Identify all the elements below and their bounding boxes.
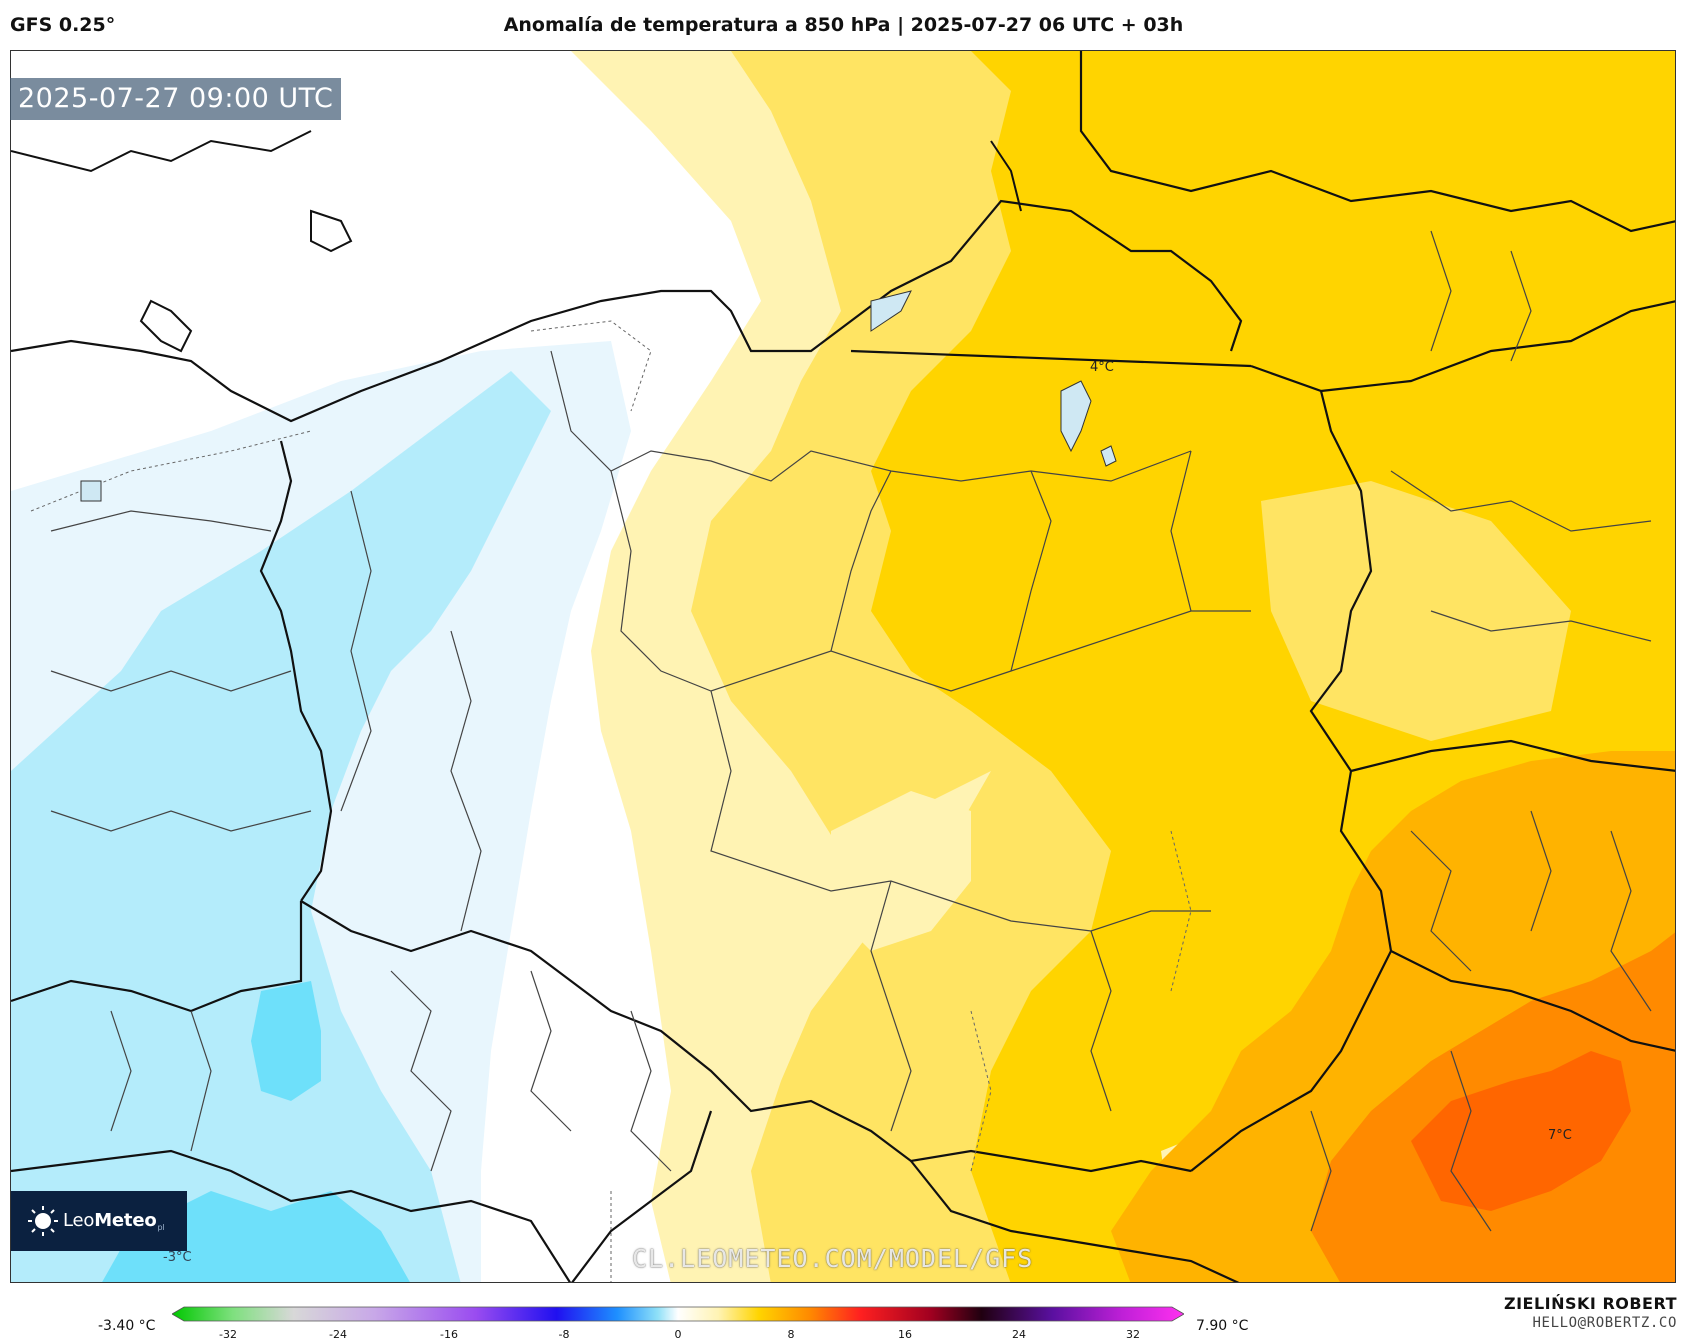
tick-label: -8 <box>558 1328 570 1341</box>
border-pl-de <box>259 440 333 902</box>
legend-min-label: -3.40 °C <box>98 1318 156 1334</box>
border-cz-sk <box>571 1110 713 1282</box>
author-name: ZIELIŃSKI ROBERT <box>1503 1294 1677 1313</box>
warm-pale-patch <box>831 791 971 951</box>
legend-max-label: 7.90 °C <box>1196 1318 1249 1334</box>
brand-name: LeoMeteopl <box>63 1209 165 1233</box>
temperature-anomaly-map <box>11 51 1675 1282</box>
leometeo-logo[interactable]: LeoMeteopl <box>11 1191 187 1251</box>
map-title: Anomalía de temperatura a 850 hPa | 2025… <box>503 14 1184 36</box>
iso-label-4c: 4°C <box>1090 360 1114 375</box>
map-canvas[interactable] <box>10 50 1676 1283</box>
warm-hot-core <box>1411 1051 1631 1211</box>
sun-icon <box>27 1205 59 1237</box>
tick-label: 0 <box>674 1328 682 1341</box>
author-credit: ZIELIŃSKI ROBERT HELLO@ROBERTZ.CO <box>1504 1294 1677 1331</box>
tick-label: -24 <box>329 1328 347 1341</box>
model-label: GFS 0.25° <box>10 14 116 36</box>
tick-label: 16 <box>898 1328 912 1341</box>
border-at <box>11 1149 572 1282</box>
border-ro <box>1390 950 1675 1052</box>
iso-label-7c: 7°C <box>1548 1128 1572 1143</box>
author-email[interactable]: HELLO@ROBERTZ.CO <box>1532 1315 1677 1331</box>
border-lt-lv <box>1079 51 1675 233</box>
colorbar <box>172 1306 1184 1322</box>
cold-strong-patch <box>251 981 321 1101</box>
tick-label: 24 <box>1012 1328 1026 1341</box>
northwest-coast <box>11 130 1022 353</box>
tick-label: -16 <box>440 1328 458 1341</box>
tick-label: 8 <box>787 1328 795 1341</box>
subregion-borders <box>30 320 1192 1282</box>
lakes <box>80 290 1117 502</box>
border-pl-ru <box>850 349 1252 368</box>
coast-line <box>11 199 1243 423</box>
border-by-north <box>1320 300 1675 393</box>
valid-time-badge: 2025-07-27 09:00 UTC <box>10 78 342 120</box>
url-watermark: CL.LEOMETEO.COM/MODEL/GFS <box>632 1244 1034 1273</box>
tick-label: -32 <box>219 1328 237 1341</box>
cold-mid-zone <box>11 371 551 1282</box>
border-south <box>300 900 1192 1173</box>
tick-label: 32 <box>1126 1328 1140 1341</box>
border-ua-east <box>1350 739 1675 773</box>
border-sk-hu <box>910 1160 1240 1282</box>
country-borders <box>11 51 1675 1282</box>
iso-label-minus3c: -3°C <box>163 1250 192 1265</box>
region-borders <box>50 230 1652 1232</box>
